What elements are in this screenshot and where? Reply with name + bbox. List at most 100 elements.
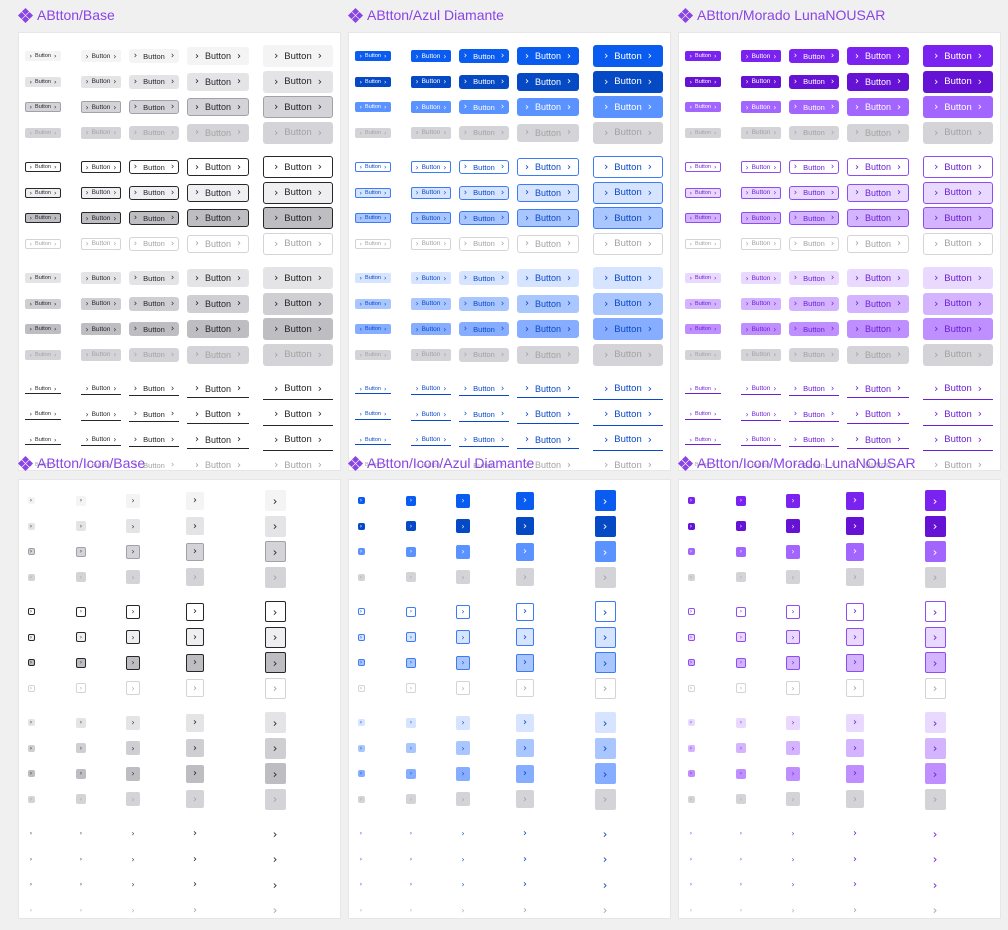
button-soft-pressed-md[interactable]: › Button › (789, 322, 839, 336)
button-soft-hover-xs[interactable]: › Button › (25, 298, 61, 309)
icon-button-link-pressed-md[interactable]: › (126, 878, 140, 892)
button-link-disabled-lg[interactable]: › Button › (847, 457, 909, 471)
button-soft-hover-sm[interactable]: › Button › (411, 297, 451, 310)
button-soft-default-sm[interactable]: › Button › (81, 272, 121, 284)
button-soft-pressed-lg[interactable]: › Button › (517, 320, 579, 338)
button-outline-hover-lg[interactable]: › Button › (847, 183, 909, 202)
icon-button-outline-hover-lg[interactable]: › (846, 628, 864, 646)
button-outline-pressed-md[interactable]: › Button › (129, 211, 179, 225)
button-filled-pressed-md[interactable]: › Button › (459, 100, 509, 114)
icon-button-filled-default-xs[interactable]: › (357, 497, 365, 504)
icon-button-outline-hover-xs[interactable]: › (27, 633, 35, 641)
icon-button-filled-default-xs[interactable]: › (687, 497, 695, 504)
button-soft-hover-md[interactable]: › Button › (789, 296, 839, 311)
button-link-disabled-md[interactable]: › Button › (789, 459, 839, 470)
button-filled-disabled-xl[interactable]: › Button › (593, 121, 663, 144)
icon-button-outline-disabled-md[interactable]: › (456, 681, 470, 695)
icon-button-soft-disabled-xl[interactable]: › (924, 788, 946, 810)
icon-button-filled-pressed-xl[interactable]: › (594, 541, 616, 562)
button-link-hover-md[interactable]: › Button › (129, 408, 179, 422)
icon-button-soft-default-md[interactable]: › (126, 715, 140, 730)
icon-button-soft-default-lg[interactable]: › (186, 713, 204, 732)
icon-button-soft-pressed-xs[interactable]: › (357, 770, 365, 777)
icon-button-filled-default-lg[interactable]: › (516, 491, 534, 510)
icon-button-outline-hover-sm[interactable]: › (736, 632, 746, 642)
icon-button-soft-default-sm[interactable]: › (406, 717, 416, 728)
button-filled-default-xl[interactable]: › Button › (263, 45, 333, 67)
button-link-pressed-sm[interactable]: › Button › (411, 434, 451, 446)
button-filled-disabled-lg[interactable]: › Button › (847, 123, 909, 142)
icon-button-filled-default-sm[interactable]: › (76, 495, 86, 506)
icon-button-filled-pressed-lg[interactable]: › (186, 542, 204, 561)
button-outline-default-md[interactable]: › Button › (789, 160, 839, 174)
button-soft-disabled-xs[interactable]: › Button › (355, 349, 391, 360)
button-soft-default-lg[interactable]: › Button › (187, 269, 249, 287)
icon-button-outline-default-lg[interactable]: › (186, 602, 204, 621)
icon-button-filled-pressed-sm[interactable]: › (406, 546, 416, 557)
icon-button-link-default-sm[interactable]: › (76, 829, 86, 839)
icon-button-link-disabled-xl[interactable]: › (265, 900, 286, 919)
button-filled-disabled-md[interactable]: › Button › (459, 125, 509, 140)
icon-button-soft-disabled-md[interactable]: › (126, 792, 140, 806)
button-link-hover-sm[interactable]: › Button › (81, 409, 121, 421)
icon-button-filled-hover-lg[interactable]: › (516, 517, 534, 535)
button-soft-disabled-md[interactable]: › Button › (459, 347, 509, 362)
icon-button-outline-hover-md[interactable]: › (126, 630, 140, 644)
button-soft-disabled-xl[interactable]: › Button › (923, 343, 993, 366)
button-link-pressed-xl[interactable]: › Button › (593, 429, 663, 451)
icon-button-filled-hover-sm[interactable]: › (736, 521, 746, 531)
icon-button-soft-default-lg[interactable]: › (846, 713, 864, 732)
icon-button-link-disabled-md[interactable]: › (456, 903, 470, 917)
button-filled-default-sm[interactable]: › Button › (741, 50, 781, 62)
button-soft-pressed-md[interactable]: › Button › (129, 322, 179, 336)
icon-button-soft-hover-md[interactable]: › (786, 741, 800, 755)
button-filled-pressed-lg[interactable]: › Button › (517, 98, 579, 116)
button-filled-pressed-sm[interactable]: › Button › (741, 101, 781, 113)
button-outline-pressed-sm[interactable]: › Button › (741, 212, 781, 224)
button-link-pressed-lg[interactable]: › Button › (187, 431, 249, 449)
button-soft-disabled-lg[interactable]: › Button › (847, 345, 909, 364)
icon-button-filled-hover-xs[interactable]: › (27, 522, 35, 530)
button-link-hover-lg[interactable]: › Button › (847, 406, 909, 424)
icon-button-outline-pressed-md[interactable]: › (456, 655, 470, 670)
button-link-pressed-xs[interactable]: › Button › (685, 435, 721, 445)
icon-button-link-pressed-lg[interactable]: › (846, 876, 864, 894)
icon-button-soft-hover-xs[interactable]: › (27, 744, 35, 752)
icon-button-outline-disabled-xl[interactable]: › (594, 677, 616, 699)
button-outline-pressed-xs[interactable]: › Button › (685, 213, 721, 223)
icon-button-link-pressed-md[interactable]: › (456, 878, 470, 892)
icon-button-link-disabled-xl[interactable]: › (595, 900, 616, 919)
button-link-disabled-md[interactable]: › Button › (459, 459, 509, 470)
button-link-default-lg[interactable]: › Button › (187, 380, 249, 398)
icon-button-filled-default-xl[interactable]: › (924, 490, 946, 511)
icon-button-soft-disabled-xl[interactable]: › (594, 788, 616, 810)
icon-button-outline-disabled-xl[interactable]: › (264, 677, 286, 699)
icon-button-outline-pressed-xs[interactable]: › (357, 659, 365, 666)
icon-button-soft-default-xl[interactable]: › (594, 712, 616, 733)
button-filled-hover-lg[interactable]: › Button › (517, 72, 579, 91)
button-filled-default-xs[interactable]: › Button › (355, 51, 391, 61)
button-link-default-xs[interactable]: › Button › (685, 384, 721, 394)
button-soft-default-md[interactable]: › Button › (129, 271, 179, 285)
icon-button-link-hover-xl[interactable]: › (595, 849, 616, 870)
icon-button-link-hover-lg[interactable]: › (516, 850, 534, 868)
icon-button-link-default-md[interactable]: › (786, 827, 800, 841)
button-soft-hover-md[interactable]: › Button › (459, 296, 509, 311)
button-filled-hover-sm[interactable]: › Button › (741, 75, 781, 88)
button-filled-disabled-xs[interactable]: › Button › (685, 127, 721, 138)
icon-button-outline-disabled-lg[interactable]: › (846, 679, 864, 697)
icon-button-link-pressed-xl[interactable]: › (595, 874, 616, 895)
icon-button-outline-hover-xl[interactable]: › (924, 626, 946, 648)
button-link-pressed-xs[interactable]: › Button › (355, 435, 391, 445)
icon-button-outline-default-lg[interactable]: › (846, 602, 864, 621)
button-soft-pressed-xl[interactable]: › Button › (593, 318, 663, 340)
icon-button-outline-disabled-md[interactable]: › (126, 681, 140, 695)
button-filled-default-xl[interactable]: › Button › (593, 45, 663, 67)
button-outline-default-sm[interactable]: › Button › (81, 161, 121, 173)
button-link-disabled-xl[interactable]: › Button › (923, 455, 993, 470)
icon-button-soft-pressed-lg[interactable]: › (516, 764, 534, 783)
icon-button-outline-pressed-sm[interactable]: › (76, 657, 86, 668)
icon-button-link-default-lg[interactable]: › (186, 825, 204, 843)
icon-button-filled-hover-xs[interactable]: › (357, 522, 365, 530)
icon-button-outline-hover-sm[interactable]: › (76, 632, 86, 642)
